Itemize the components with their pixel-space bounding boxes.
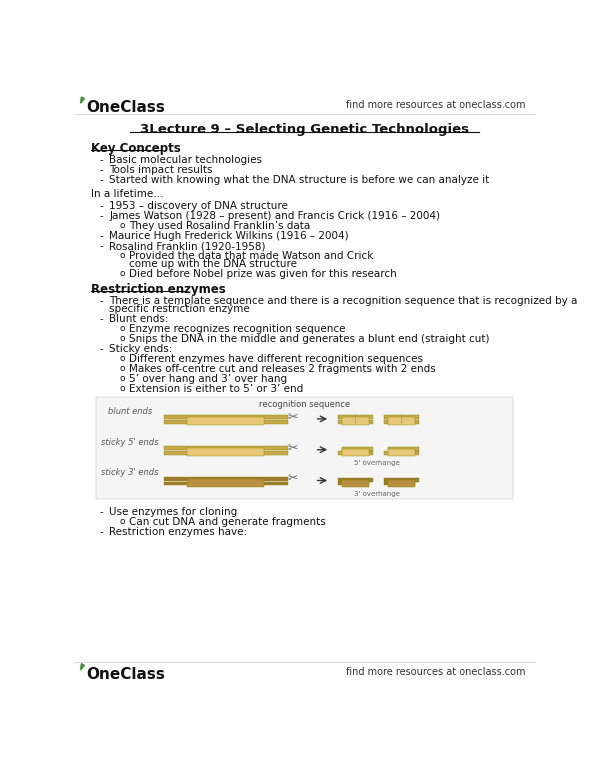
Text: Restriction enzymes have:: Restriction enzymes have: (109, 527, 248, 537)
Text: -: - (99, 211, 103, 221)
FancyBboxPatch shape (342, 417, 369, 425)
Text: In a lifetime...: In a lifetime... (92, 189, 164, 199)
Text: Enzyme recognizes recognition sequence: Enzyme recognizes recognition sequence (129, 324, 345, 334)
Text: Key Concepts: Key Concepts (92, 142, 181, 155)
FancyBboxPatch shape (384, 416, 419, 419)
FancyBboxPatch shape (389, 417, 415, 425)
Text: OneClass: OneClass (86, 667, 165, 681)
FancyBboxPatch shape (338, 482, 369, 486)
Text: -: - (99, 296, 103, 306)
Text: 5’ over hang and 3’ over hang: 5’ over hang and 3’ over hang (129, 374, 287, 384)
Text: -: - (99, 175, 103, 185)
FancyBboxPatch shape (164, 482, 287, 486)
Text: -: - (99, 231, 103, 241)
Polygon shape (80, 97, 84, 103)
FancyBboxPatch shape (384, 477, 419, 482)
Text: find more resources at oneclass.com: find more resources at oneclass.com (346, 100, 525, 110)
Text: Makes off-centre cut and releases 2 fragments with 2 ends: Makes off-centre cut and releases 2 frag… (129, 364, 436, 374)
FancyBboxPatch shape (389, 480, 415, 487)
FancyBboxPatch shape (338, 420, 372, 424)
Text: They used Rosalind Franklin’s data: They used Rosalind Franklin’s data (129, 221, 310, 231)
Text: ✂: ✂ (287, 473, 298, 485)
Text: Maurice Hugh Frederick Wilkins (1916 – 2004): Maurice Hugh Frederick Wilkins (1916 – 2… (109, 231, 349, 241)
Text: Restriction enzymes: Restriction enzymes (92, 283, 226, 296)
FancyBboxPatch shape (342, 480, 369, 487)
Text: o: o (120, 364, 125, 373)
Text: Provided the data that made Watson and Crick: Provided the data that made Watson and C… (129, 251, 373, 261)
Text: o: o (120, 334, 125, 343)
Text: There is a template sequence and there is a recognition sequence that is recogni: There is a template sequence and there i… (109, 296, 578, 306)
Text: OneClass: OneClass (86, 100, 165, 115)
FancyBboxPatch shape (342, 449, 369, 456)
FancyBboxPatch shape (384, 450, 419, 454)
Text: James Watson (1928 – present) and Francis Crick (1916 – 2004): James Watson (1928 – present) and Franci… (109, 211, 440, 221)
Text: o: o (120, 270, 125, 279)
Text: Extension is either to 5’ or 3’ end: Extension is either to 5’ or 3’ end (129, 384, 303, 394)
Text: -: - (99, 201, 103, 211)
Text: ✂: ✂ (287, 411, 298, 424)
Text: Can cut DNA and generate fragments: Can cut DNA and generate fragments (129, 517, 325, 527)
FancyBboxPatch shape (338, 477, 372, 482)
Text: -: - (99, 165, 103, 175)
Text: find more resources at oneclass.com: find more resources at oneclass.com (346, 667, 525, 677)
Text: -: - (99, 507, 103, 517)
Text: blunt ends: blunt ends (108, 407, 152, 416)
Text: Different enzymes have different recognition sequences: Different enzymes have different recogni… (129, 354, 422, 364)
Text: Use enzymes for cloning: Use enzymes for cloning (109, 507, 237, 517)
Text: Tools impact results: Tools impact results (109, 165, 213, 175)
Text: 5' overhange: 5' overhange (354, 460, 399, 467)
FancyBboxPatch shape (342, 447, 372, 450)
Text: o: o (120, 221, 125, 230)
FancyBboxPatch shape (384, 420, 419, 424)
FancyBboxPatch shape (389, 449, 415, 456)
FancyBboxPatch shape (187, 479, 264, 487)
Text: Started with knowing what the DNA structure is before we can analyze it: Started with knowing what the DNA struct… (109, 175, 490, 185)
Text: ✂: ✂ (287, 442, 298, 454)
Text: -: - (99, 344, 103, 354)
FancyBboxPatch shape (187, 417, 264, 425)
FancyBboxPatch shape (164, 477, 287, 480)
Text: Sticky ends:: Sticky ends: (109, 344, 173, 354)
FancyBboxPatch shape (164, 420, 287, 424)
Text: o: o (120, 384, 125, 393)
Text: -: - (99, 314, 103, 324)
Text: o: o (120, 251, 125, 260)
Text: -: - (99, 155, 103, 165)
FancyBboxPatch shape (338, 450, 372, 454)
Text: Basic molecular technologies: Basic molecular technologies (109, 155, 262, 165)
FancyBboxPatch shape (96, 397, 513, 499)
Polygon shape (80, 664, 84, 670)
Text: o: o (120, 354, 125, 363)
FancyBboxPatch shape (164, 446, 287, 450)
FancyBboxPatch shape (164, 416, 287, 419)
Text: Blunt ends:: Blunt ends: (109, 314, 169, 324)
Text: o: o (120, 324, 125, 333)
Text: -: - (99, 527, 103, 537)
FancyBboxPatch shape (338, 416, 372, 419)
Text: o: o (120, 374, 125, 383)
Text: recognition sequence: recognition sequence (259, 400, 350, 410)
Text: sticky 5' ends: sticky 5' ends (101, 437, 159, 447)
Text: Died before Nobel prize was given for this research: Died before Nobel prize was given for th… (129, 270, 396, 280)
Text: Snips the DNA in the middle and generates a blunt end (straight cut): Snips the DNA in the middle and generate… (129, 334, 489, 344)
FancyBboxPatch shape (389, 447, 419, 450)
Text: -: - (99, 241, 103, 251)
Text: Rosalind Franklin (1920-1958): Rosalind Franklin (1920-1958) (109, 241, 266, 251)
Text: 3' overhange: 3' overhange (353, 491, 400, 497)
Text: sticky 3' ends: sticky 3' ends (101, 468, 159, 477)
Text: o: o (120, 517, 125, 526)
FancyBboxPatch shape (187, 448, 264, 456)
Text: 3Lecture 9 – Selecting Genetic Technologies: 3Lecture 9 – Selecting Genetic Technolog… (140, 123, 469, 136)
Text: come up with the DNA structure: come up with the DNA structure (129, 259, 297, 270)
Text: 1953 – discovery of DNA structure: 1953 – discovery of DNA structure (109, 201, 288, 211)
Text: specific restriction enzyme: specific restriction enzyme (109, 304, 250, 314)
FancyBboxPatch shape (164, 450, 287, 454)
FancyBboxPatch shape (384, 482, 415, 486)
